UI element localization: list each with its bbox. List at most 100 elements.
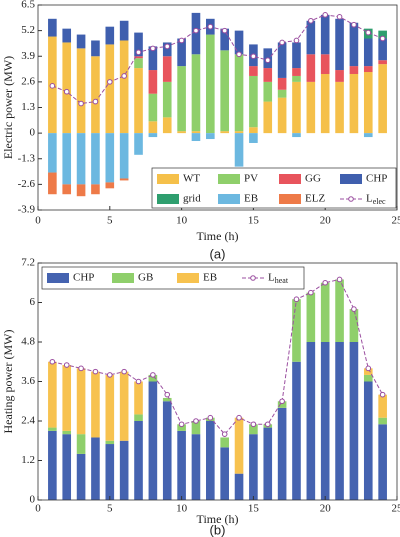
- y-tick-label: -3.9: [18, 204, 36, 216]
- bar-segment: [191, 434, 201, 500]
- y-tick-label: 5.2: [21, 24, 35, 36]
- legend-label: EB: [244, 193, 258, 205]
- y-tick-label: 6.5: [21, 0, 35, 11]
- bar-segment: [191, 54, 201, 132]
- bar-segment: [220, 50, 229, 132]
- bar-segment: [162, 81, 172, 118]
- legend-subscript: elec: [373, 197, 386, 206]
- y-tick-label: 2.6: [21, 75, 35, 87]
- bar-segment: [335, 279, 344, 342]
- y-tick-label: 6: [30, 296, 36, 308]
- y-tick-label: -2.6: [18, 178, 36, 190]
- x-tick-label: 15: [248, 503, 260, 515]
- bar-segment: [134, 32, 143, 57]
- line-marker: [379, 391, 386, 398]
- bar-segment: [220, 447, 229, 500]
- line-marker: [236, 51, 242, 58]
- bar-segment: [292, 299, 301, 362]
- line-marker: [264, 57, 271, 63]
- bar-segment: [134, 56, 143, 59]
- bar-segment: [191, 421, 201, 435]
- bar-segment: [378, 417, 387, 425]
- bar-segment: [62, 434, 72, 500]
- line-marker: [207, 414, 214, 421]
- line-marker: [107, 372, 113, 378]
- bar-segment: [105, 374, 115, 441]
- bar-segment: [76, 34, 86, 49]
- legend-swatch: [218, 174, 240, 184]
- bar-segment: [134, 381, 143, 415]
- bar-segment: [91, 133, 100, 185]
- x-tick-label: 15: [248, 215, 260, 227]
- bar-segment: [62, 430, 72, 435]
- bar-segment: [134, 58, 143, 69]
- bar-segment: [206, 34, 215, 134]
- bar-segment: [105, 182, 115, 189]
- bar-segment: [119, 440, 129, 500]
- bar-segment: [148, 93, 158, 122]
- bar-segment: [177, 430, 186, 500]
- bar-segment: [148, 381, 158, 500]
- line-marker: [293, 37, 300, 44]
- bar-segment: [119, 178, 129, 181]
- bar-segment: [349, 342, 359, 500]
- y-tick-label: 1.3: [21, 101, 35, 113]
- line-marker: [322, 12, 329, 18]
- y-axis-label: Heating power (MW): [1, 330, 15, 434]
- bar-segment: [162, 401, 172, 500]
- legend-label: PV: [244, 173, 258, 185]
- bar-segment: [378, 30, 387, 39]
- legend-swatch: [112, 273, 134, 283]
- bar-segment: [277, 42, 287, 78]
- bar-segment: [134, 68, 143, 134]
- bar-segment: [119, 371, 129, 441]
- bar-segment: [306, 292, 316, 342]
- bar-segment: [277, 89, 287, 98]
- line-marker: [207, 23, 214, 30]
- bar-segment: [48, 361, 57, 428]
- legend-label: Lheat: [268, 272, 289, 285]
- bar-segment: [292, 68, 301, 76]
- line-marker: [164, 43, 171, 50]
- legend-label: EB: [203, 272, 217, 284]
- line-marker: [92, 98, 99, 105]
- bar-segment: [206, 133, 215, 140]
- bar-segment: [320, 54, 330, 74]
- bar-segment: [292, 42, 301, 69]
- x-tick-label: 5: [107, 503, 113, 515]
- line-marker: [164, 391, 171, 398]
- y-tick-label: 2.4: [21, 415, 35, 427]
- line-marker: [308, 17, 314, 24]
- y-tick-label: 1.2: [21, 454, 35, 466]
- y-axis-label: Electric power (MW): [1, 56, 15, 159]
- bar-segment: [162, 42, 172, 57]
- legend-label: CHP: [366, 173, 387, 185]
- line-marker: [135, 378, 142, 385]
- line-marker: [250, 421, 257, 428]
- bar-segment: [62, 28, 72, 43]
- bar-segment: [263, 68, 273, 82]
- bar-segment: [220, 131, 229, 134]
- bar-segment: [91, 40, 100, 57]
- bar-segment: [234, 133, 244, 167]
- bar-segment: [76, 368, 86, 435]
- legend-swatch: [250, 275, 256, 281]
- legend-subscript: heat: [275, 276, 289, 285]
- bar-segment: [76, 133, 86, 185]
- bar-segment: [263, 81, 273, 102]
- bar-segment: [234, 417, 244, 474]
- bar-segment: [263, 427, 273, 500]
- line-marker: [78, 365, 84, 372]
- legend-swatch: [279, 174, 301, 184]
- line-marker: [250, 53, 257, 60]
- bar-segment: [320, 282, 330, 342]
- line-marker: [193, 418, 199, 424]
- bar-segment: [378, 394, 387, 418]
- bar-segment: [177, 131, 186, 134]
- line-marker: [379, 35, 386, 42]
- bar-segment: [76, 184, 86, 197]
- line-marker: [293, 296, 300, 303]
- line-marker: [121, 73, 127, 79]
- bar-segment: [134, 414, 143, 421]
- bar-segment: [335, 81, 344, 134]
